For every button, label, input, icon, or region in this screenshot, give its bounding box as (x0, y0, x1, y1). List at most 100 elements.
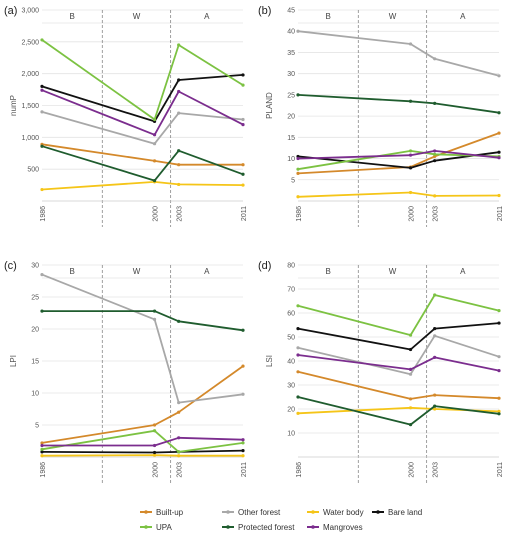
series-water-body-point (433, 407, 437, 411)
series-upa-point (433, 293, 437, 297)
series-other-forest-point (40, 273, 44, 277)
series-mangroves-point (152, 133, 157, 137)
series-bare-land-point (433, 159, 437, 163)
series-water-body-line (297, 191, 500, 198)
series-upa-line (41, 429, 244, 453)
legend-label: Built-up (156, 508, 184, 517)
chart-panel-1: (a) 500 1,000 1,500 2,000 2,500 3,000 B W A 1986 20… (4, 5, 248, 227)
series-water-body-point (40, 454, 44, 458)
series-mangroves-point (408, 153, 413, 157)
legend-swatch-point (376, 510, 380, 514)
series-protected-forest-point (152, 179, 157, 183)
series-upa-point (296, 304, 300, 308)
y-tick-label: 70 (287, 287, 295, 294)
series-mangroves-point (433, 355, 437, 359)
series-built-up-line (297, 132, 500, 175)
chart-panel-3: (c) 5 10 15 20 25 30 B W A 1986 2000 2003 2011 LPI (4, 260, 248, 483)
series-protected-forest-point (408, 99, 413, 103)
series-mangroves-line (42, 436, 244, 447)
series-upa-point (408, 149, 413, 153)
series-protected-forest-point (433, 101, 437, 105)
y-tick-label: 40 (287, 29, 295, 36)
legend-label: Water body (323, 508, 364, 517)
legend-label: Other forest (238, 508, 281, 517)
series-mangroves-point (241, 123, 245, 127)
series-protected-forest-point (296, 93, 300, 97)
series-mangroves-point (296, 353, 300, 357)
series-bare-land-line (41, 449, 244, 454)
series-mangroves-point (296, 156, 300, 161)
x-tick-label: 2011 (497, 462, 504, 477)
series-other-forest-line (41, 111, 244, 145)
x-tick-label: 2003 (177, 206, 184, 222)
legend-item-bare-land: Bare land (372, 508, 422, 517)
series-mangroves-point (497, 369, 501, 373)
series-upa-point (40, 447, 44, 451)
series-protected-forest-point (177, 319, 181, 323)
series-built-up-line (41, 143, 243, 166)
series-other-forest-point (497, 355, 501, 359)
series-built-up-point (433, 393, 437, 397)
series-mangroves-point (408, 367, 413, 371)
legend-swatch-point (226, 525, 230, 529)
series-protected-forest-point (497, 412, 501, 416)
period-label: W (133, 12, 141, 21)
series-protected-forest-point (296, 395, 300, 399)
series-other-forest-point (152, 317, 157, 321)
series-bare-land-point (497, 150, 501, 154)
series-protected-forest-line (42, 310, 244, 332)
y-tick-label: 5 (291, 177, 295, 184)
series-built-up-point (497, 131, 501, 135)
series-protected-forest-point (241, 328, 245, 332)
series-bare-land-point (408, 347, 413, 352)
legend-label: Protected forest (238, 523, 295, 532)
x-tick-label: 2003 (433, 206, 440, 222)
series-water-body-line (41, 454, 243, 457)
legend-label: UPA (156, 523, 173, 532)
series-mangroves-point (433, 149, 437, 153)
y-tick-label: 10 (287, 156, 295, 163)
series-upa-point (296, 167, 300, 171)
series-other-forest-point (296, 29, 300, 33)
series-other-forest-point (152, 142, 157, 146)
legend-item-protected-forest: Protected forest (222, 523, 295, 532)
period-label: B (69, 12, 74, 21)
series-upa-point (408, 333, 413, 337)
x-tick-label: 2000 (409, 206, 416, 222)
period-label: B (325, 12, 330, 21)
x-tick-label: 1986 (40, 206, 47, 222)
y-tick-label: 500 (27, 167, 39, 174)
legend-item-upa: UPA (140, 523, 173, 532)
series-upa-point (40, 38, 44, 42)
series-upa-line (41, 39, 244, 121)
y-tick-label: 30 (287, 71, 295, 78)
y-tick-label: 30 (31, 263, 39, 270)
series-protected-forest-line (297, 396, 500, 426)
legend-swatch-point (226, 510, 230, 514)
series-water-body-point (241, 454, 245, 458)
series-bare-land-point (40, 450, 44, 454)
series-bare-land-point (40, 84, 44, 88)
series-other-forest-line (297, 334, 500, 376)
legend-label: Bare land (388, 508, 422, 517)
y-tick-label: 3,000 (21, 8, 39, 15)
period-label: W (133, 267, 141, 276)
y-tick-label: 1,000 (21, 135, 39, 142)
series-water-body-point (296, 195, 300, 199)
series-mangroves-point (40, 88, 44, 92)
x-tick-label: 1986 (296, 462, 303, 478)
series-protected-forest-point (40, 144, 44, 148)
series-mangroves-point (152, 443, 157, 448)
series-mangroves-line (297, 149, 500, 160)
y-tick-label: 10 (31, 391, 39, 398)
y-tick-label: 10 (287, 431, 295, 438)
period-label: A (204, 12, 210, 21)
y-tick-label: 15 (287, 135, 295, 142)
series-mangroves-point (241, 438, 245, 442)
y-tick-label: 25 (287, 92, 295, 99)
series-water-body-point (296, 411, 300, 415)
series-bare-land-point (177, 78, 181, 82)
panel-label: (c) (4, 260, 17, 272)
series-other-forest-point (40, 110, 44, 114)
